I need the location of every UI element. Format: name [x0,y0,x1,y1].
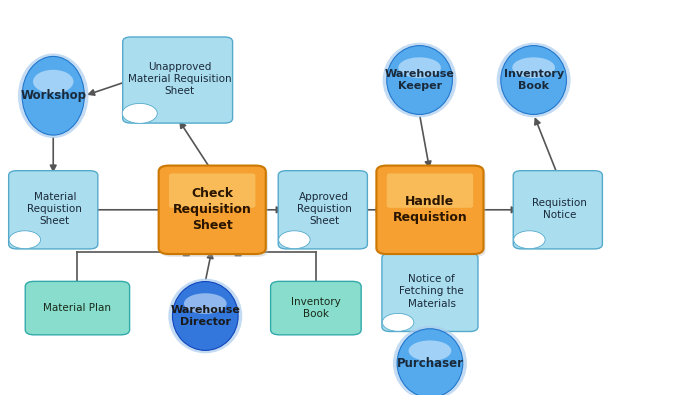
Text: Purchaser: Purchaser [396,357,464,369]
Ellipse shape [393,326,467,396]
Ellipse shape [397,329,463,396]
Ellipse shape [184,293,227,314]
Text: Notice of
Fetching the
Materials: Notice of Fetching the Materials [399,274,464,309]
Text: Warehouse
Director: Warehouse Director [170,305,240,327]
Text: Inventory
Book: Inventory Book [504,69,564,91]
Ellipse shape [409,341,451,361]
Text: Check
Requisition
Sheet: Check Requisition Sheet [173,187,252,232]
Ellipse shape [512,57,555,78]
Ellipse shape [22,57,85,135]
Circle shape [122,103,158,124]
FancyBboxPatch shape [382,253,478,331]
Text: Approved
Requistion
Sheet: Approved Requistion Sheet [297,192,352,226]
FancyBboxPatch shape [8,171,98,249]
Circle shape [514,231,545,249]
Ellipse shape [173,282,238,350]
Text: Requistion
Notice: Requistion Notice [532,198,587,220]
Text: Material Plan: Material Plan [44,303,112,313]
Ellipse shape [33,70,74,93]
Text: Unapproved
Material Requisition
Sheet: Unapproved Material Requisition Sheet [128,62,231,97]
Ellipse shape [18,53,88,138]
FancyBboxPatch shape [169,173,255,208]
FancyBboxPatch shape [378,168,486,257]
FancyBboxPatch shape [123,37,232,123]
Ellipse shape [169,279,242,353]
FancyBboxPatch shape [159,166,266,254]
Circle shape [382,313,414,331]
Ellipse shape [382,43,457,117]
Ellipse shape [398,57,441,78]
FancyBboxPatch shape [161,168,268,257]
FancyBboxPatch shape [376,166,484,254]
FancyBboxPatch shape [278,171,367,249]
Ellipse shape [501,46,566,114]
Circle shape [279,231,310,249]
FancyBboxPatch shape [514,171,602,249]
Text: Inventory
Book: Inventory Book [291,297,341,319]
Ellipse shape [497,43,570,117]
FancyBboxPatch shape [271,282,361,335]
Text: Handle
Requistion: Handle Requistion [393,195,467,224]
Ellipse shape [387,46,452,114]
Text: Workshop: Workshop [20,89,86,102]
FancyBboxPatch shape [25,282,130,335]
Text: Material
Requistion
Sheet: Material Requistion Sheet [27,192,83,226]
FancyBboxPatch shape [387,173,473,208]
Circle shape [9,231,40,249]
Text: Warehouse
Keeper: Warehouse Keeper [384,69,455,91]
